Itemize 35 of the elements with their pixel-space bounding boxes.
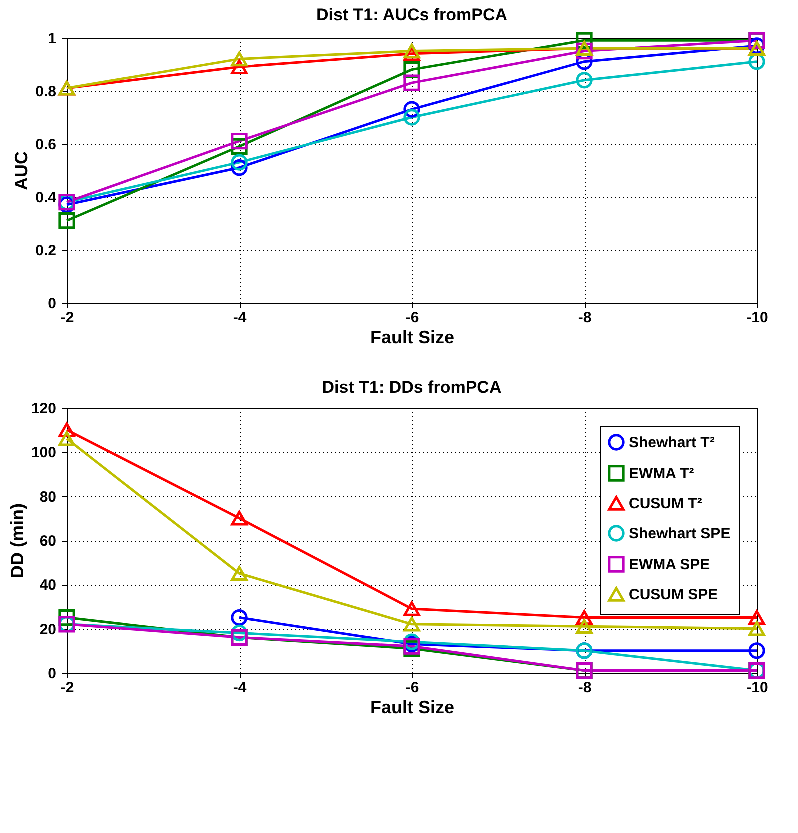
x-tick-label: -10: [746, 680, 768, 696]
legend-label: Shewhart T²: [629, 434, 715, 452]
y-tick-label: 1: [48, 30, 56, 48]
y-axis-title: DD (min): [7, 504, 28, 578]
legend-label: EWMA SPE: [629, 556, 710, 574]
x-tick-label: -2: [60, 310, 74, 326]
legend-label: CUSUM SPE: [629, 586, 718, 604]
y-tick-label: 0: [48, 296, 56, 312]
y-tick-label: 100: [31, 444, 56, 462]
legend-label: Shewhart SPE: [629, 526, 731, 542]
legend-label: CUSUM T²: [629, 496, 702, 512]
x-axis-title: Fault Size: [370, 698, 455, 718]
chart-title: Dist T1: DDs fromPCA: [322, 378, 502, 397]
y-tick-label: 0.8: [36, 84, 56, 100]
x-tick-label: -6: [406, 680, 420, 696]
x-tick-label: -6: [406, 310, 420, 326]
y-tick-label: 0: [48, 666, 56, 682]
y-tick-label: 60: [40, 533, 56, 550]
chart-title: Dist T1: AUCs fromPCA: [316, 6, 508, 25]
y-tick-label: 120: [31, 400, 56, 418]
y-tick-label: 80: [40, 488, 56, 506]
y-tick-label: 0.6: [36, 136, 56, 154]
y-axis-title: AUC: [12, 152, 32, 190]
y-tick-label: 0.4: [36, 190, 58, 206]
x-axis-title: Fault Size: [370, 328, 455, 348]
x-tick-label: -4: [233, 680, 248, 696]
x-tick-label: -8: [578, 680, 592, 696]
x-tick-label: -10: [746, 310, 768, 326]
legend-label: EWMA T²: [629, 466, 694, 482]
y-tick-label: 20: [40, 621, 56, 638]
x-tick-label: -4: [233, 310, 248, 326]
y-tick-label: 40: [40, 577, 56, 594]
x-tick-label: -2: [60, 680, 74, 696]
y-tick-label: 0.2: [36, 242, 56, 260]
x-tick-label: -8: [578, 310, 592, 326]
